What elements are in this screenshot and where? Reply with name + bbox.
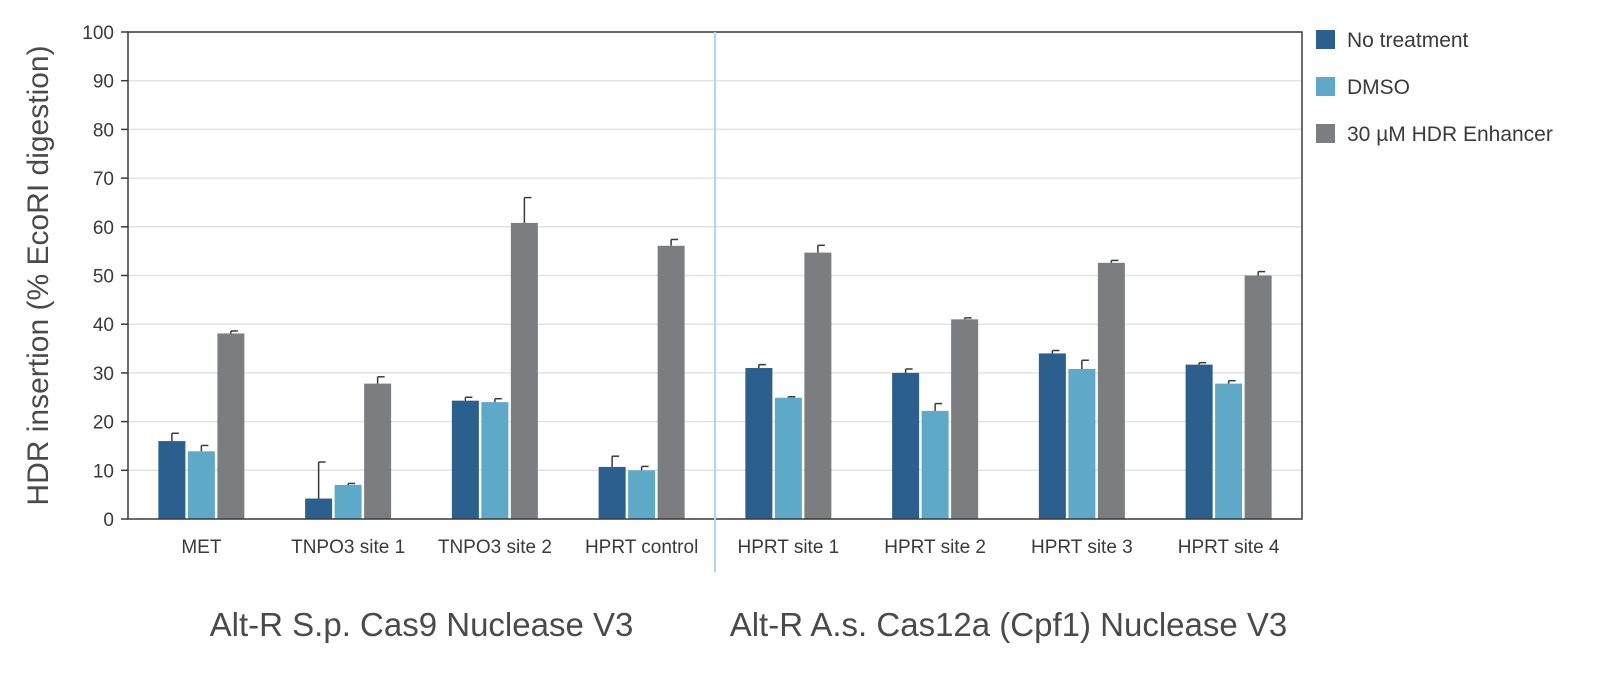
bar-dmso-met xyxy=(187,451,215,519)
y-tick-label-100: 100 xyxy=(82,23,114,44)
bar-dmso-tnpo3-site-2 xyxy=(481,402,509,519)
x-tick-label-hprt-control: HPRT control xyxy=(585,537,698,558)
bar-no-treatment-tnpo3-site-2 xyxy=(451,400,479,519)
bar-dmso-hprt-site-1 xyxy=(774,397,802,519)
x-tick-label-hprt-site-1: HPRT site 1 xyxy=(738,537,840,558)
error-bars xyxy=(171,196,1266,499)
x-tick-label-met: MET xyxy=(181,537,222,558)
bar-30-m-hdr-enhancer-tnpo3-site-2 xyxy=(510,222,538,520)
bar-no-treatment-hprt-site-4 xyxy=(1185,364,1213,519)
group-label-1: Alt-R S.p. Cas9 Nuclease V3 xyxy=(210,606,634,643)
y-tick-label-90: 90 xyxy=(93,72,114,93)
x-tick-label-tnpo3-site-2: TNPO3 site 2 xyxy=(438,537,552,558)
bar-30-m-hdr-enhancer-hprt-site-1 xyxy=(804,252,832,519)
x-tick-label-hprt-site-2: HPRT site 2 xyxy=(884,537,986,558)
legend: No treatment DMSO 30 µM HDR Enhancer xyxy=(1316,29,1553,146)
x-tick-label-hprt-site-3: HPRT site 3 xyxy=(1031,537,1133,558)
bar-30-m-hdr-enhancer-hprt-site-3 xyxy=(1097,262,1125,519)
legend-swatch-no-treatment xyxy=(1316,30,1335,49)
bar-dmso-hprt-site-3 xyxy=(1068,369,1096,519)
bar-no-treatment-hprt-site-1 xyxy=(745,368,773,519)
legend-swatch-30-m-hdr-enhancer xyxy=(1316,124,1335,143)
group-label-2: Alt-R A.s. Cas12a (Cpf1) Nuclease V3 xyxy=(730,606,1288,643)
bar-30-m-hdr-enhancer-hprt-control xyxy=(657,245,685,519)
y-axis-title: HDR insertion (% EcoRI digestion) xyxy=(22,45,55,505)
bars xyxy=(158,222,1272,520)
x-tick-label-hprt-site-4: HPRT site 4 xyxy=(1178,537,1280,558)
axes xyxy=(121,31,1303,572)
y-tick-label-50: 50 xyxy=(93,267,114,288)
bar-30-m-hdr-enhancer-hprt-site-4 xyxy=(1244,275,1272,519)
bar-no-treatment-hprt-control xyxy=(598,466,626,519)
bar-no-treatment-tnpo3-site-1 xyxy=(305,498,333,519)
bar-30-m-hdr-enhancer-tnpo3-site-1 xyxy=(364,383,392,519)
y-tick-label-30: 30 xyxy=(93,364,114,385)
bar-dmso-hprt-control xyxy=(628,470,656,519)
bar-dmso-hprt-site-4 xyxy=(1215,383,1243,519)
bar-no-treatment-hprt-site-2 xyxy=(892,372,920,519)
bar-no-treatment-hprt-site-3 xyxy=(1038,353,1066,519)
labels: 0 10 20 30 40 50 60 70 80 90 100 MET TNPO3 site 1 TNP… xyxy=(22,23,1287,643)
bar-30-m-hdr-enhancer-met xyxy=(217,333,245,519)
y-tick-label-10: 10 xyxy=(93,461,114,482)
bar-dmso-tnpo3-site-1 xyxy=(334,484,362,519)
legend-label-dmso: DMSO xyxy=(1347,76,1410,99)
bar-dmso-hprt-site-2 xyxy=(921,410,949,519)
bar-no-treatment-met xyxy=(158,441,186,519)
y-tick-label-20: 20 xyxy=(93,413,114,434)
y-tick-label-0: 0 xyxy=(103,510,114,531)
y-tick-label-70: 70 xyxy=(93,169,114,190)
y-tick-label-60: 60 xyxy=(93,218,114,239)
y-tick-label-40: 40 xyxy=(93,315,114,336)
bar-30-m-hdr-enhancer-hprt-site-2 xyxy=(951,319,979,519)
legend-label-no-treatment: No treatment xyxy=(1347,29,1469,52)
legend-label-30-m-hdr-enhancer: 30 µM HDR Enhancer xyxy=(1347,123,1553,146)
legend-swatch-dmso xyxy=(1316,77,1335,96)
x-tick-label-tnpo3-site-1: TNPO3 site 1 xyxy=(291,537,405,558)
y-tick-label-80: 80 xyxy=(93,120,114,141)
